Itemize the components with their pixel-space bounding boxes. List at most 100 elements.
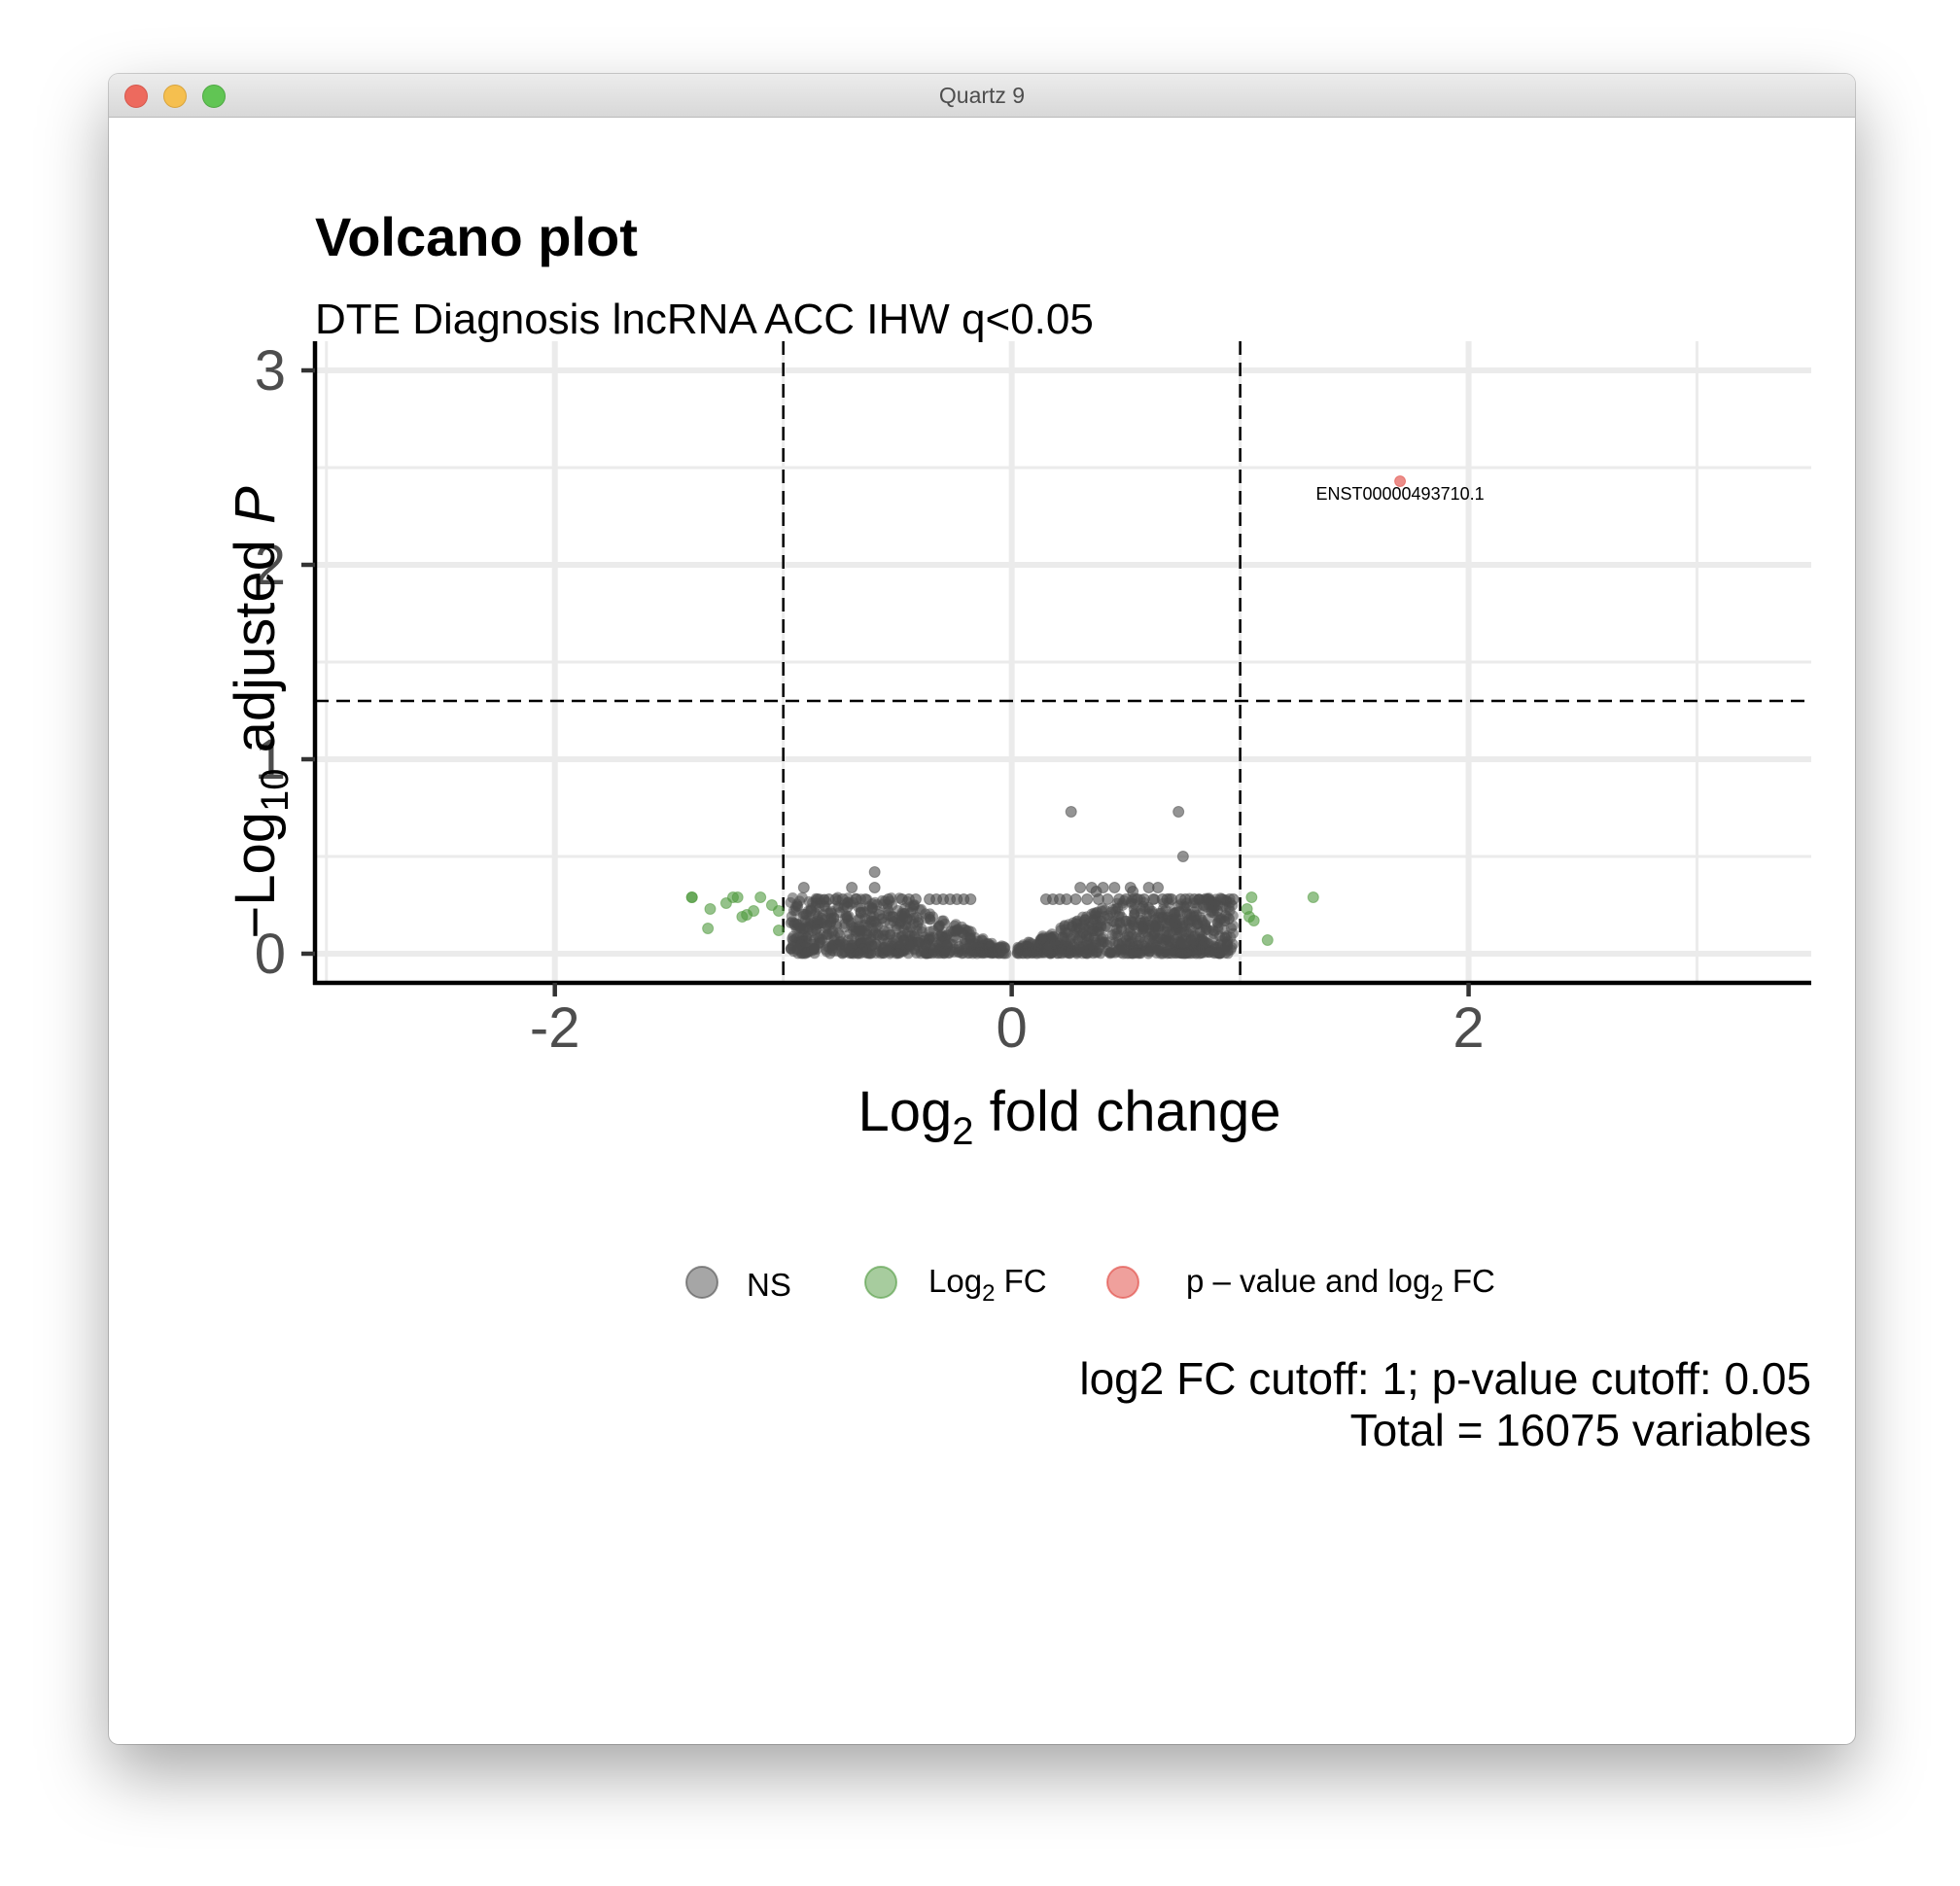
- ns-point: [1161, 930, 1172, 942]
- zoom-button[interactable]: [202, 85, 226, 108]
- ns-point: [1218, 945, 1230, 957]
- y-tick-label: 1: [255, 728, 286, 791]
- ns-point: [883, 945, 894, 957]
- y-tick-label: 2: [255, 534, 286, 597]
- ns-point: [841, 901, 854, 913]
- ns-point: [816, 913, 828, 925]
- ns-point: [811, 929, 822, 941]
- x-axis-label: Log2 fold change: [858, 1080, 1280, 1153]
- ns-point: [1063, 940, 1074, 952]
- ns-point: [1161, 918, 1172, 929]
- legend-pvalue-log2fc-label: p – value and log2 FC: [1186, 1263, 1495, 1307]
- ns-point: [1200, 925, 1211, 936]
- ns-point: [1166, 893, 1178, 905]
- caption-total: Total = 16075 variables: [1350, 1405, 1811, 1455]
- ns-point: [1179, 893, 1192, 905]
- legend-log2fc-key: [864, 1266, 897, 1299]
- ns-point: [1096, 921, 1107, 932]
- ns-point: [868, 882, 881, 893]
- y-tick-label: 0: [255, 923, 286, 986]
- ns-point: [928, 931, 939, 943]
- quartz-window: Quartz 9 Volcano plot DTE Diagnosis lncR…: [109, 74, 1855, 1744]
- ns-point: [859, 893, 872, 905]
- ns-point: [936, 936, 948, 948]
- ns-point: [881, 926, 892, 938]
- ns-point: [1126, 916, 1138, 927]
- ns-point: [809, 943, 821, 954]
- ns-point: [965, 939, 976, 951]
- point-label: ENST00000493710.1: [1315, 484, 1484, 504]
- ns-point: [917, 926, 928, 937]
- ns-point: [939, 945, 951, 957]
- ns-point: [1215, 893, 1228, 905]
- close-button[interactable]: [124, 85, 148, 108]
- ns-point: [887, 911, 899, 923]
- ns-point: [1186, 944, 1198, 956]
- ns-point: [1032, 940, 1044, 952]
- caption-cutoffs: log2 FC cutoff: 1; p-value cutoff: 0.05: [1079, 1353, 1811, 1404]
- volcano-plot: Volcano plot DTE Diagnosis lncRNA ACC IH…: [224, 206, 1811, 1455]
- ns-point: [1077, 911, 1089, 923]
- ns-point: [1091, 907, 1102, 919]
- ns-point: [1172, 806, 1185, 818]
- ns-point: [788, 919, 801, 930]
- series-1: [685, 891, 1319, 946]
- ns-point: [936, 915, 948, 926]
- ns-point: [913, 936, 925, 948]
- ns-point: [1121, 938, 1133, 950]
- minimize-button[interactable]: [163, 85, 187, 108]
- ns-point: [1060, 924, 1070, 935]
- ns-point: [1152, 882, 1165, 893]
- log2fc-point: [702, 923, 715, 934]
- legend-ns-label: NS: [747, 1267, 791, 1303]
- ns-point: [925, 914, 936, 926]
- ns-point: [901, 922, 913, 933]
- ns-point: [949, 920, 961, 931]
- ns-point: [1169, 907, 1180, 919]
- ns-point: [787, 933, 798, 944]
- ns-point: [1144, 903, 1155, 915]
- ns-point: [797, 882, 810, 893]
- ns-point: [1096, 938, 1107, 950]
- log2fc-point: [685, 891, 698, 903]
- ns-point: [1017, 943, 1029, 955]
- ns-point: [1175, 948, 1187, 960]
- ns-point: [1204, 947, 1215, 959]
- ns-point: [1108, 882, 1121, 893]
- ns-point: [1153, 943, 1165, 955]
- series-2: ENST00000493710.1: [1315, 475, 1485, 504]
- ns-point: [1097, 882, 1109, 893]
- ns-point: [1176, 851, 1189, 862]
- y-tick-label: 3: [255, 339, 286, 402]
- ns-point: [995, 941, 1006, 953]
- log2fc-point: [1247, 915, 1260, 926]
- ns-point: [1133, 948, 1144, 960]
- ns-point: [873, 909, 886, 921]
- x-tick-label: -2: [530, 996, 580, 1060]
- ns-point: [927, 943, 938, 955]
- ns-point: [1170, 918, 1180, 929]
- legend-pvalue-log2fc-key: [1106, 1266, 1139, 1299]
- ns-point: [909, 893, 922, 905]
- ns-point: [839, 912, 851, 924]
- cutoff-lines: [315, 341, 1811, 983]
- ns-point: [869, 927, 881, 939]
- chart-subtitle: DTE Diagnosis lncRNA ACC IHW q<0.05: [315, 296, 1094, 343]
- ns-point: [1069, 893, 1082, 905]
- ns-point: [897, 934, 909, 946]
- ns-point: [987, 947, 998, 959]
- ns-point: [799, 936, 811, 948]
- ns-point: [1055, 947, 1067, 959]
- ns-point: [871, 899, 883, 910]
- legend-log2fc-label: Log2 FC: [928, 1263, 1047, 1307]
- plot-area: Volcano plot DTE Diagnosis lncRNA ACC IH…: [109, 118, 1855, 1744]
- window-titlebar[interactable]: Quartz 9: [109, 74, 1855, 118]
- ns-point: [865, 948, 877, 959]
- ns-point: [824, 917, 836, 928]
- y-axis-label: −Log10 adjusted P: [224, 486, 297, 939]
- ns-point: [1102, 893, 1114, 905]
- ns-point: [1145, 941, 1157, 953]
- series-0: [788, 806, 1240, 930]
- legend: NS Log2 FC p – value and log2 FC: [685, 1263, 1495, 1307]
- ns-point: [1081, 893, 1094, 905]
